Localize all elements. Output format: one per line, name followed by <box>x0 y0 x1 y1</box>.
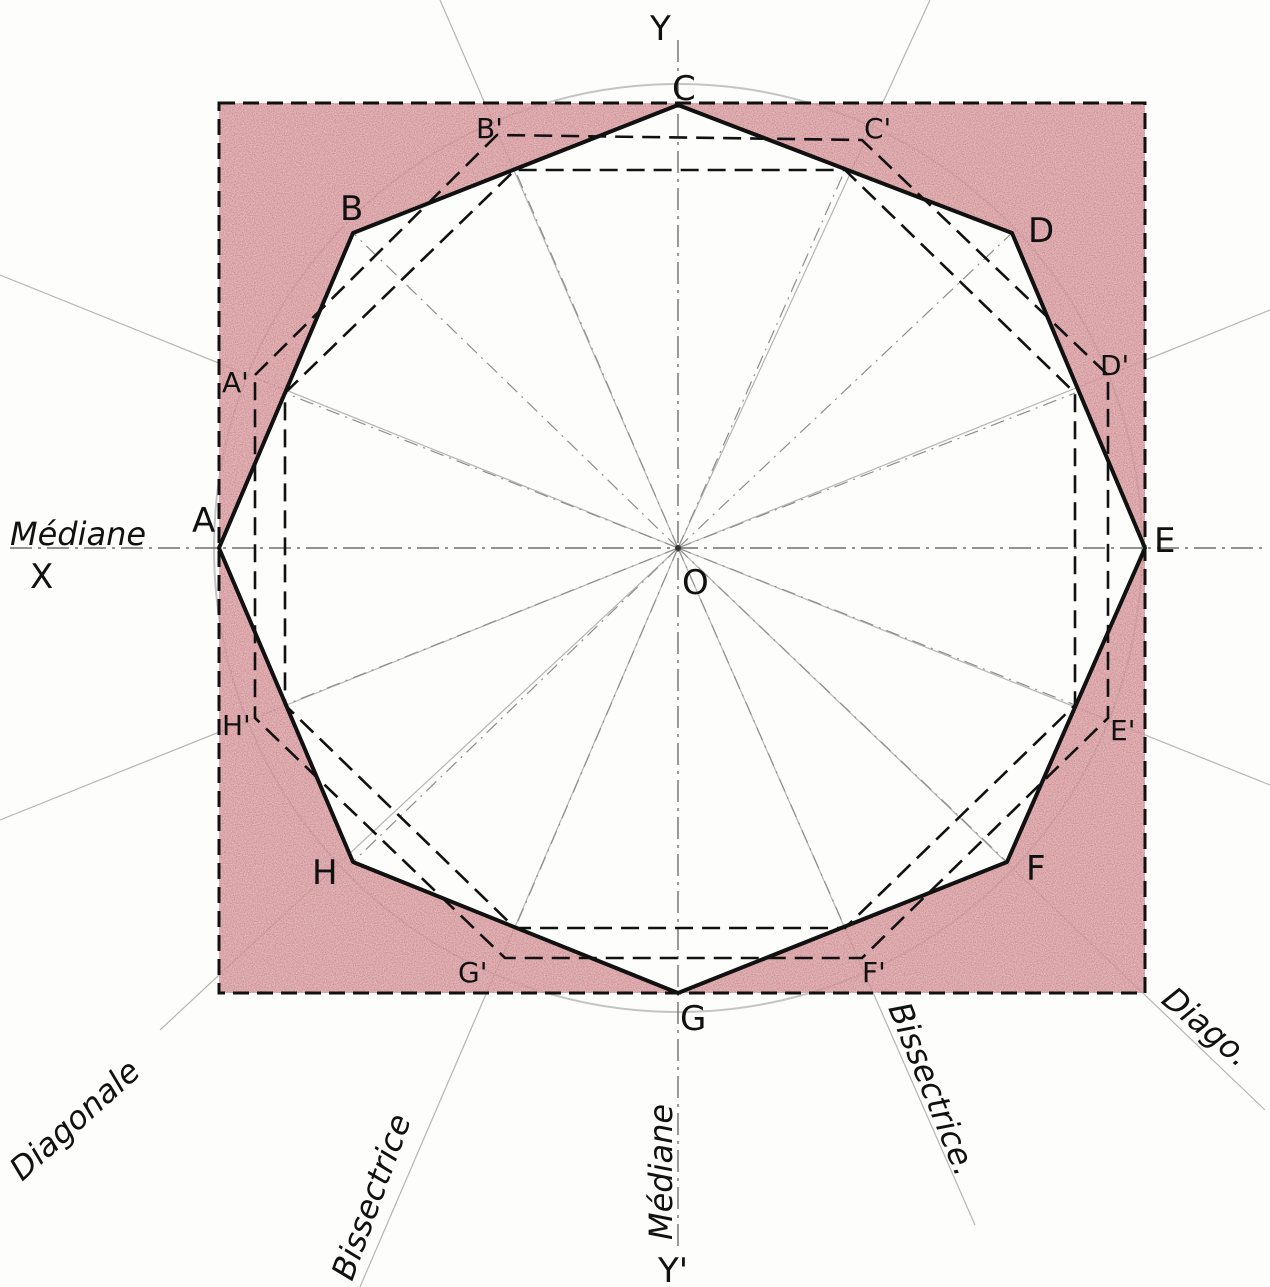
primed-octagon <box>253 133 1110 960</box>
label-vertex-C: C <box>672 69 696 109</box>
label-vertex-A: A <box>192 501 215 541</box>
label-vertex-E: E <box>1154 521 1175 561</box>
center-point <box>675 545 681 551</box>
label-vertex-H: H <box>312 853 338 893</box>
label-mediane-left: Médiane <box>10 515 146 553</box>
label-vertex-B-prime: B' <box>476 112 503 145</box>
label-mediane-bottom: Médiane <box>642 1104 680 1240</box>
label-axis-Y-prime: Y' <box>657 1251 688 1287</box>
label-axis-Y: Y <box>649 9 671 49</box>
label-vertex-H-prime: H' <box>222 709 251 742</box>
inner-dashdot-rays <box>284 169 1076 929</box>
label-vertex-D: D <box>1028 211 1054 251</box>
label-vertex-D-prime: D' <box>1100 349 1129 382</box>
label-vertex-G: G <box>680 999 706 1039</box>
median-axes <box>10 40 1262 1250</box>
shaded-region <box>219 103 1145 993</box>
label-vertex-A-prime: A' <box>222 366 249 399</box>
label-vertex-C-prime: C' <box>864 112 891 145</box>
label-center-O: O <box>682 563 709 603</box>
label-vertex-E-prime: E' <box>1110 714 1135 747</box>
label-vertex-B: B <box>340 189 363 229</box>
label-diagonale-left: Diagonale <box>2 1052 147 1188</box>
label-axis-X: X <box>30 557 53 597</box>
label-bissectrice-right: Bissectrice. <box>881 997 985 1181</box>
label-vertex-F: F <box>1026 849 1046 889</box>
label-vertex-F-prime: F' <box>862 956 886 989</box>
label-diago-right: Diago. <box>1155 979 1258 1074</box>
main-octagon <box>217 103 1147 995</box>
label-vertex-G-prime: G' <box>458 956 487 989</box>
label-bissectrice-left: Bissectrice <box>324 1109 419 1285</box>
